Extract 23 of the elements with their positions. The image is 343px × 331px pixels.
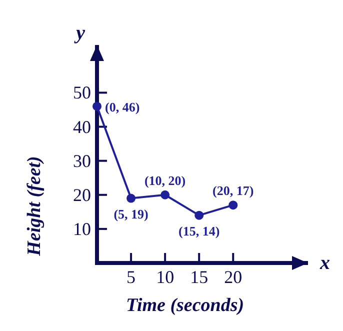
- text: y: [74, 22, 86, 44]
- y-tick-label: 40: [73, 116, 91, 137]
- y-tick-label: 20: [73, 184, 91, 205]
- data-label: (5, 19): [114, 206, 148, 222]
- point: [228, 200, 238, 210]
- y-axis-title: Height (feet): [24, 156, 45, 257]
- y-tick-label: 50: [73, 82, 91, 103]
- x-tick-label: 20: [224, 267, 242, 287]
- text: x: [319, 252, 330, 274]
- y-tick-label: 30: [73, 150, 91, 171]
- data-label: (0, 46): [105, 99, 140, 114]
- point: [126, 194, 136, 203]
- x-tick-label: 15: [190, 267, 208, 287]
- point: [160, 190, 170, 200]
- y-tick-label: 10: [73, 218, 91, 239]
- x-axis-title: Time (seconds): [126, 295, 244, 316]
- x-tick-label: 5: [126, 267, 136, 287]
- point: [92, 102, 102, 111]
- point: [194, 210, 204, 220]
- data-label: (10, 20): [144, 172, 186, 188]
- data-label: (15, 14): [178, 223, 220, 238]
- data-label: (20, 17): [212, 183, 254, 198]
- x-tick-label: 10: [156, 267, 174, 287]
